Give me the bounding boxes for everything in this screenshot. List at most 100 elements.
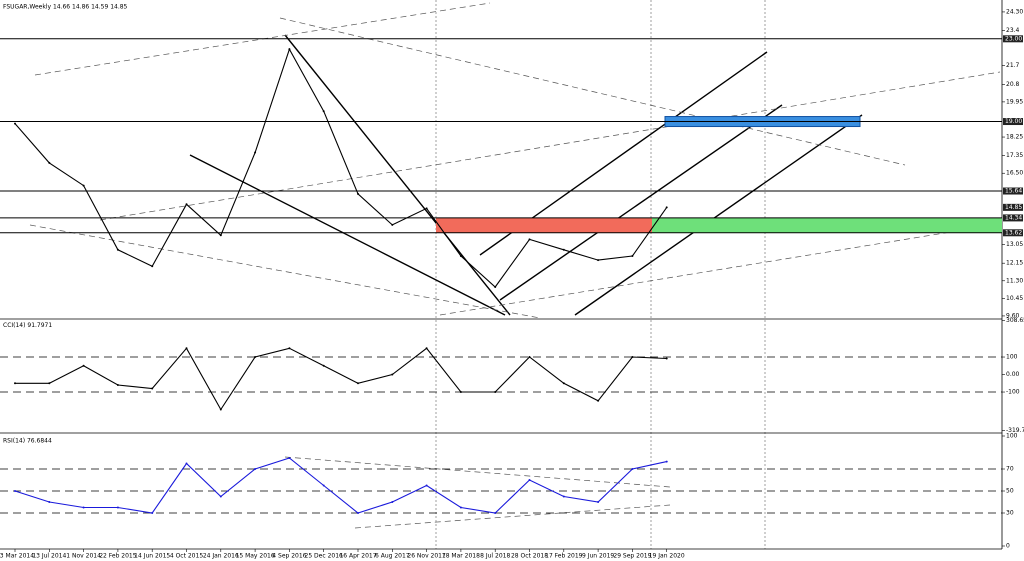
y-tick-label: 100: [1006, 354, 1018, 361]
panel-title: FSUGAR,Weekly 14.66 14.86 14.59 14.85: [3, 4, 128, 11]
zone-red: [436, 217, 652, 233]
x-tick-label: 22 Feb 2015: [99, 553, 137, 560]
data-point: [254, 356, 257, 359]
drawings: [0, 0, 1003, 550]
data-point: [494, 285, 497, 288]
data-point: [391, 223, 394, 226]
y-tick-label: 100: [1006, 433, 1018, 440]
data-point: [597, 399, 600, 402]
level-label-bg: [1003, 214, 1023, 222]
channel-line: [574, 114, 863, 316]
data-point: [185, 347, 188, 350]
level-label: 15.64: [1005, 188, 1022, 195]
data-point: [116, 506, 119, 509]
data-point: [357, 382, 359, 385]
panel-title: CCI(14) 91.7971: [3, 322, 52, 329]
level-label-bg: [1003, 35, 1023, 43]
zone-green: [652, 217, 1002, 233]
x-tick-label: 4 Oct 2015: [170, 553, 203, 560]
level-label: 13.62: [1005, 229, 1022, 236]
dashed-line: [29, 224, 541, 319]
x-tick-label: 24 Jan 2016: [203, 553, 239, 560]
y-tick-label: 18.25: [1006, 134, 1023, 141]
data-point: [665, 460, 668, 463]
data-point: [357, 192, 359, 195]
data-point: [322, 110, 325, 113]
data-point: [528, 479, 531, 481]
y-tick-label: 0.00: [1006, 371, 1020, 378]
trend-line: [284, 34, 511, 316]
indicator-line: [15, 347, 667, 411]
x-tick-label: 16 Apr 2017: [339, 553, 376, 560]
y-tick-label: 24.30: [1006, 8, 1023, 15]
x-tick-label: 23 Mar 2014: [0, 553, 34, 560]
data-point: [357, 512, 359, 514]
data-point: [562, 382, 565, 385]
data-point: [151, 265, 154, 268]
y-tick-label: 9.60: [1006, 312, 1020, 319]
data-point: [459, 391, 462, 394]
y-tick-label: 13.05: [1006, 241, 1023, 248]
data-point: [459, 254, 462, 257]
data-point: [48, 501, 51, 503]
x-tick-label: 6 Aug 2017: [375, 553, 410, 560]
y-tick-label: 0: [1006, 543, 1010, 550]
data-point: [185, 203, 188, 206]
data-point: [391, 501, 394, 503]
y-tick-label: 12.15: [1006, 260, 1023, 267]
y-tick-label: 308.6530: [1006, 317, 1024, 324]
channel-line: [499, 104, 783, 301]
x-tick-label: 14 Jun 2015: [134, 553, 170, 560]
data-point: [82, 506, 85, 509]
data-point: [562, 495, 565, 498]
level-label: 14.34: [1005, 214, 1022, 221]
data-point: [459, 506, 462, 509]
last-price-bg: [1003, 203, 1023, 211]
y-tick-label: 50: [1006, 488, 1014, 495]
data-point: [288, 457, 291, 459]
data-point: [528, 356, 531, 359]
data-point: [48, 382, 51, 385]
data-point: [528, 238, 531, 241]
data-point: [82, 184, 85, 187]
x-tick-label: 28 Oct 2018: [511, 553, 548, 560]
y-tick-label: -319.743: [1006, 427, 1024, 434]
x-tick-label: 17 Feb 2019: [545, 553, 583, 560]
data-point: [597, 259, 600, 262]
y-tick-label: 70: [1006, 466, 1014, 473]
data-point: [665, 357, 668, 360]
data-point: [116, 248, 119, 251]
dashed-line: [439, 223, 1001, 316]
x-tick-label: 19 Jan 2020: [649, 553, 685, 560]
panel-title: RSI(14) 76.6844: [3, 438, 52, 445]
data-point: [425, 347, 428, 350]
data-point: [151, 387, 154, 390]
last-price-label: 14.85: [1005, 204, 1022, 211]
x-tick-label: 25 Dec 2016: [305, 553, 344, 560]
level-label-bg: [1003, 118, 1023, 126]
data-point: [48, 161, 51, 164]
data-point: [288, 48, 291, 51]
y-tick-label: 23.4: [1006, 27, 1020, 34]
data-point: [254, 468, 257, 470]
data-point: [219, 408, 222, 411]
data-point: [425, 207, 428, 210]
level-label: 23.00: [1005, 35, 1022, 42]
data-point: [322, 484, 325, 487]
x-tick-label: 4 Sep 2016: [272, 553, 306, 560]
y-tick-label: 30: [1006, 510, 1014, 517]
x-tick-label: 9 Jun 2019: [582, 553, 614, 560]
data-point: [185, 462, 188, 465]
data-point: [322, 364, 325, 367]
y-tick-label: 17.35: [1006, 152, 1023, 159]
x-tick-label: 29 Sep 2019: [613, 553, 651, 560]
data-point: [14, 490, 16, 492]
x-tick-label: 1 Nov 2014: [66, 553, 101, 560]
data-point: [631, 468, 634, 470]
data-point: [14, 122, 16, 125]
level-label-bg: [1003, 187, 1023, 195]
data-point: [562, 248, 565, 251]
dashed-line: [279, 17, 906, 166]
data-point: [116, 384, 119, 387]
